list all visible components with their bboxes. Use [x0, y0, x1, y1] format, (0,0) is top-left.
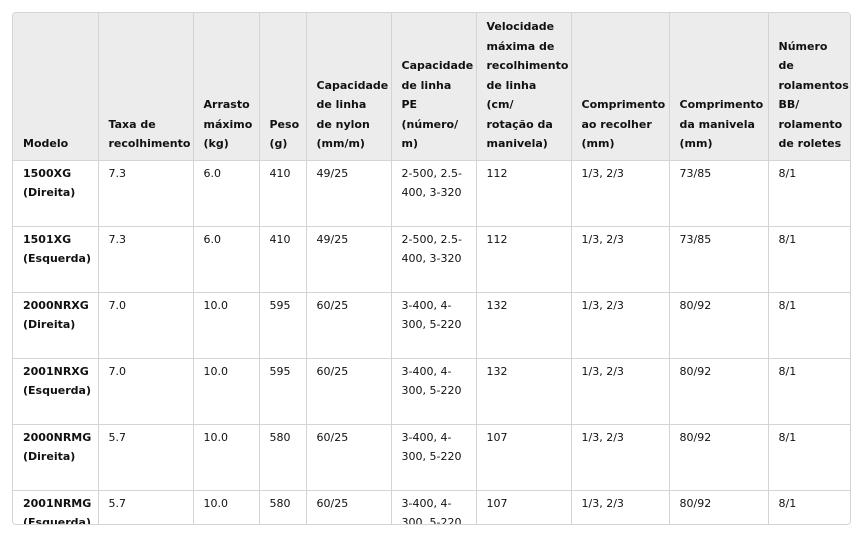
table-row: 1501XG (Esquerda) 7.3 6.0 410 49/25 2-500, 2.…: [13, 226, 850, 293]
table-cell: 107: [476, 424, 572, 491]
table-cell: 80/92: [669, 490, 769, 524]
table-cell: 132: [476, 358, 572, 425]
table-row: 1500XG (Direita) 7.3 6.0 410 49/25 2-500, 2.5…: [13, 160, 850, 227]
table-body: 1500XG (Direita) 7.3 6.0 410 49/25 2-500, 2.5…: [13, 160, 850, 524]
table-cell: 1500XG (Direita): [13, 160, 99, 227]
table-cell: 1/3, 2/3: [571, 424, 670, 491]
table-cell: 2-500, 2.5-400, 3-320: [391, 160, 477, 227]
table-cell: 2001NRMG (Esquerda): [13, 490, 99, 524]
table-cell: 410: [259, 226, 307, 293]
table-cell: 8/1: [768, 292, 850, 359]
table-container: Modelo Taxa de recolhimento Arrasto máximo…: [12, 12, 851, 525]
header-cell: Arrasto máximo (kg): [193, 13, 260, 161]
spec-table: Modelo Taxa de recolhimento Arrasto máximo…: [13, 13, 850, 524]
table-cell: 3-400, 4-300, 5-220: [391, 490, 477, 524]
table-cell: 2000NRMG (Direita): [13, 424, 99, 491]
table-cell: 1/3, 2/3: [571, 226, 670, 293]
table-row: 2001NRMG (Esquerda) 5.7 10.0 580 60/25 3-400,…: [13, 490, 850, 524]
table-cell: 8/1: [768, 226, 850, 293]
table-cell: 107: [476, 490, 572, 524]
table-cell: 3-400, 4-300, 5-220: [391, 358, 477, 425]
table-cell: 10.0: [193, 490, 260, 524]
table-row: 2000NRMG (Direita) 5.7 10.0 580 60/25 3-400, …: [13, 424, 850, 491]
table-cell: 8/1: [768, 424, 850, 491]
table-cell: 8/1: [768, 160, 850, 227]
header-cell: Capacidade de linha de nylon (mm/m): [306, 13, 392, 161]
header-cell: Número de rolamentos BB/ rolamento de ro…: [768, 13, 850, 161]
table-cell: 7.3: [98, 160, 194, 227]
header-cell: Capacidade de linha PE (número/ m): [391, 13, 477, 161]
table-cell: 7.0: [98, 292, 194, 359]
header-cell: Comprimento da manivela (mm): [669, 13, 769, 161]
table-cell: 60/25: [306, 358, 392, 425]
table-cell: 10.0: [193, 292, 260, 359]
header-row: Modelo Taxa de recolhimento Arrasto máximo…: [13, 13, 850, 161]
table-cell: 60/25: [306, 490, 392, 524]
table-cell: 112: [476, 226, 572, 293]
table-cell: 580: [259, 490, 307, 524]
table-cell: 580: [259, 424, 307, 491]
table-cell: 1/3, 2/3: [571, 358, 670, 425]
table-cell: 49/25: [306, 226, 392, 293]
table-cell: 8/1: [768, 358, 850, 425]
table-cell: 73/85: [669, 160, 769, 227]
table-cell: 10.0: [193, 424, 260, 491]
table-cell: 7.0: [98, 358, 194, 425]
table-cell: 60/25: [306, 292, 392, 359]
table-cell: 3-400, 4-300, 5-220: [391, 292, 477, 359]
table-cell: 5.7: [98, 490, 194, 524]
table-cell: 1/3, 2/3: [571, 490, 670, 524]
table-cell: 80/92: [669, 424, 769, 491]
header-cell: Comprimento ao recolher (mm): [571, 13, 670, 161]
table-cell: 2-500, 2.5-400, 3-320: [391, 226, 477, 293]
table-cell: 60/25: [306, 424, 392, 491]
header-cell: Modelo: [13, 13, 99, 161]
table-cell: 1/3, 2/3: [571, 292, 670, 359]
header-cell: Taxa de recolhimento: [98, 13, 194, 161]
table-cell: 132: [476, 292, 572, 359]
table-cell: 10.0: [193, 358, 260, 425]
table-cell: 7.3: [98, 226, 194, 293]
table-cell: 80/92: [669, 358, 769, 425]
table-cell: 112: [476, 160, 572, 227]
table-cell: 5.7: [98, 424, 194, 491]
header-cell: Velocidade máxima de recolhimento de lin…: [476, 13, 572, 161]
table-cell: 595: [259, 358, 307, 425]
table-cell: 73/85: [669, 226, 769, 293]
table-cell: 8/1: [778, 496, 797, 510]
table-cell: 6.0: [193, 226, 260, 293]
table-cell: 410: [259, 160, 307, 227]
table-cell: 595: [259, 292, 307, 359]
table-row: 2001NRXG (Esquerda) 7.0 10.0 595 60/25 3-400,…: [13, 358, 850, 425]
table-cell: 2001NRXG (Esquerda): [13, 358, 99, 425]
table-cell: 1/3, 2/3: [571, 160, 670, 227]
header-cell: Peso (g): [259, 13, 307, 161]
table-cell: 80/92: [669, 292, 769, 359]
table-cell: 1501XG (Esquerda): [13, 226, 99, 293]
table-cell: 6.0: [193, 160, 260, 227]
table-cell: 3-400, 4-300, 5-220: [391, 424, 477, 491]
table-cell: 2000NRXG (Direita): [13, 292, 99, 359]
table-row: 2000NRXG (Direita) 7.0 10.0 595 60/25 3-400, …: [13, 292, 850, 359]
table-cell: 49/25: [306, 160, 392, 227]
